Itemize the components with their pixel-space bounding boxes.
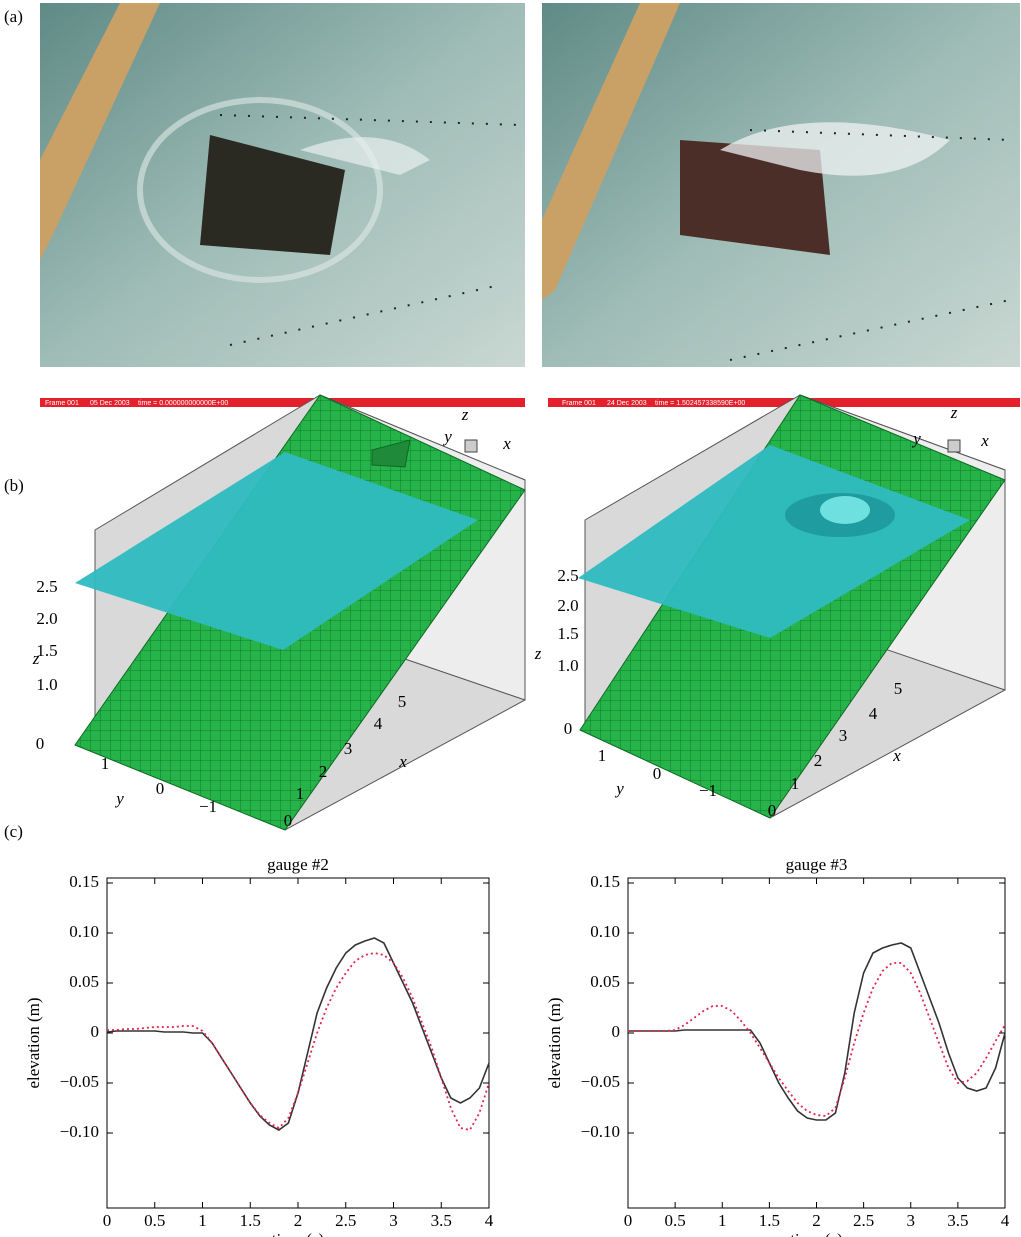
y-tick-label: −0.05 xyxy=(60,1072,99,1091)
x-tick-label: 2.5 xyxy=(335,1211,356,1230)
sim-axis-label: 5 xyxy=(894,679,903,698)
sim-axis-label: 4 xyxy=(374,714,383,733)
x-tick-label: 0.5 xyxy=(665,1211,686,1230)
sim-plot-right xyxy=(548,395,1020,818)
y-tick-label: 0.05 xyxy=(69,972,99,991)
plot-frame xyxy=(628,878,1005,1208)
sim-axis-label: 0 xyxy=(284,811,293,830)
y-tick-label: 0.15 xyxy=(69,872,99,891)
sim-header: 24 Dec 2003 xyxy=(607,400,647,407)
data-line xyxy=(107,938,489,1130)
sim-header: Frame 001 xyxy=(45,400,79,407)
x-axis-label: time (s) xyxy=(790,1230,842,1237)
sim-axis-label: 1.5 xyxy=(557,624,578,643)
x-tick-label: 3.5 xyxy=(947,1211,968,1230)
sim-axis-label: x xyxy=(980,431,989,450)
sim-header: time = 1.502457338590E+00 xyxy=(655,400,745,407)
chart-title: gauge #3 xyxy=(786,855,848,874)
sim-header: 05 Dec 2003 xyxy=(90,400,130,407)
sim-axis-label: 1 xyxy=(791,774,800,793)
sim-axis-label: 1 xyxy=(296,784,305,803)
sim-axis-label: −1 xyxy=(199,797,217,816)
sim-plot-left xyxy=(40,395,525,830)
sim-axis-label: x xyxy=(398,752,407,771)
plot-frame xyxy=(107,878,489,1208)
x-axis-label: time (s) xyxy=(272,1230,324,1237)
sim-header: time = 0.000000000000E+00 xyxy=(138,400,228,407)
panel-label: (c) xyxy=(4,822,23,841)
sim-axis-label: z xyxy=(950,403,958,422)
sim-axis-label: y xyxy=(911,429,921,448)
y-axis-label: elevation (m) xyxy=(545,997,564,1088)
y-tick-label: 0.10 xyxy=(590,922,620,941)
sim-axis-label: 2.0 xyxy=(36,609,57,628)
y-tick-label: −0.10 xyxy=(581,1122,620,1141)
sim-axis-label: 4 xyxy=(869,704,878,723)
x-tick-label: 0 xyxy=(103,1211,112,1230)
sim-axis-label: 0 xyxy=(36,734,45,753)
sim-axis-label: y xyxy=(114,789,124,808)
x-tick-label: 4 xyxy=(485,1211,494,1230)
x-tick-label: 3 xyxy=(907,1211,916,1230)
x-tick-label: 4 xyxy=(1001,1211,1010,1230)
data-line xyxy=(107,953,489,1130)
photo-left xyxy=(40,3,525,367)
y-tick-label: 0.15 xyxy=(590,872,620,891)
x-tick-label: 1.5 xyxy=(240,1211,261,1230)
x-tick-label: 0 xyxy=(624,1211,633,1230)
y-tick-label: −0.05 xyxy=(581,1072,620,1091)
sim-axis-label: 0 xyxy=(156,779,165,798)
sim-axis-label: y xyxy=(614,779,624,798)
x-tick-label: 1 xyxy=(718,1211,727,1230)
sim-axis-label: 1 xyxy=(101,754,110,773)
sim-axis-label: 1 xyxy=(598,746,607,765)
sim-axis-label: 2 xyxy=(814,751,823,770)
x-tick-label: 2 xyxy=(294,1211,303,1230)
figure: (a) (b) (c) Frame 001 05 Dec 2003 time = 0.00… xyxy=(0,0,1021,1237)
y-tick-label: 0.10 xyxy=(69,922,99,941)
panel-label: (a) xyxy=(4,7,23,26)
x-tick-label: 1.5 xyxy=(759,1211,780,1230)
y-tick-label: −0.10 xyxy=(60,1122,99,1141)
chart-title: gauge #2 xyxy=(267,855,329,874)
sim-axis-label: 2.0 xyxy=(557,596,578,615)
y-axis-label: elevation (m) xyxy=(24,997,43,1088)
sim-axis-label: z xyxy=(32,649,40,668)
sim-axis-label: z xyxy=(461,405,469,424)
y-tick-label: 0 xyxy=(612,1022,621,1041)
sim-axis-label: z xyxy=(534,644,542,663)
x-tick-label: 2 xyxy=(812,1211,821,1230)
page: {"panel_labels": ["(a)", "(b)", "(c)"], … xyxy=(0,0,1021,1237)
sim-header: Frame 001 xyxy=(562,400,596,407)
x-tick-label: 0.5 xyxy=(144,1211,165,1230)
x-tick-label: 2.5 xyxy=(853,1211,874,1230)
sim-axis-label: 1.5 xyxy=(36,641,57,660)
sim-axis-label: 0 xyxy=(564,719,573,738)
sim-axis-label: 0 xyxy=(653,764,662,783)
sim-axis-label: x xyxy=(502,434,511,453)
x-tick-label: 1 xyxy=(198,1211,207,1230)
sim-axis-label: 3 xyxy=(344,739,353,758)
photo-right xyxy=(542,3,1020,367)
sim-axis-label: 2.5 xyxy=(557,566,578,585)
panel-label: (b) xyxy=(4,476,24,495)
sim-axis-label: 2.5 xyxy=(36,577,57,596)
x-tick-label: 3 xyxy=(389,1211,398,1230)
sim-axis-label: 5 xyxy=(398,692,407,711)
x-tick-label: 3.5 xyxy=(431,1211,452,1230)
sim-axis-label: 1.0 xyxy=(557,656,578,675)
sim-axis-label: 3 xyxy=(839,726,848,745)
y-tick-label: 0.05 xyxy=(590,972,620,991)
sim-axis-label: −1 xyxy=(699,781,717,800)
sim-axis-label: y xyxy=(442,427,452,446)
data-line xyxy=(628,943,1005,1120)
sim-axis-label: 2 xyxy=(319,762,328,781)
sim-axis-label: x xyxy=(892,746,901,765)
sim-axis-label: 0 xyxy=(768,801,777,820)
y-tick-label: 0 xyxy=(91,1022,100,1041)
sim-axis-label: 1.0 xyxy=(36,675,57,694)
data-line xyxy=(628,963,1005,1116)
